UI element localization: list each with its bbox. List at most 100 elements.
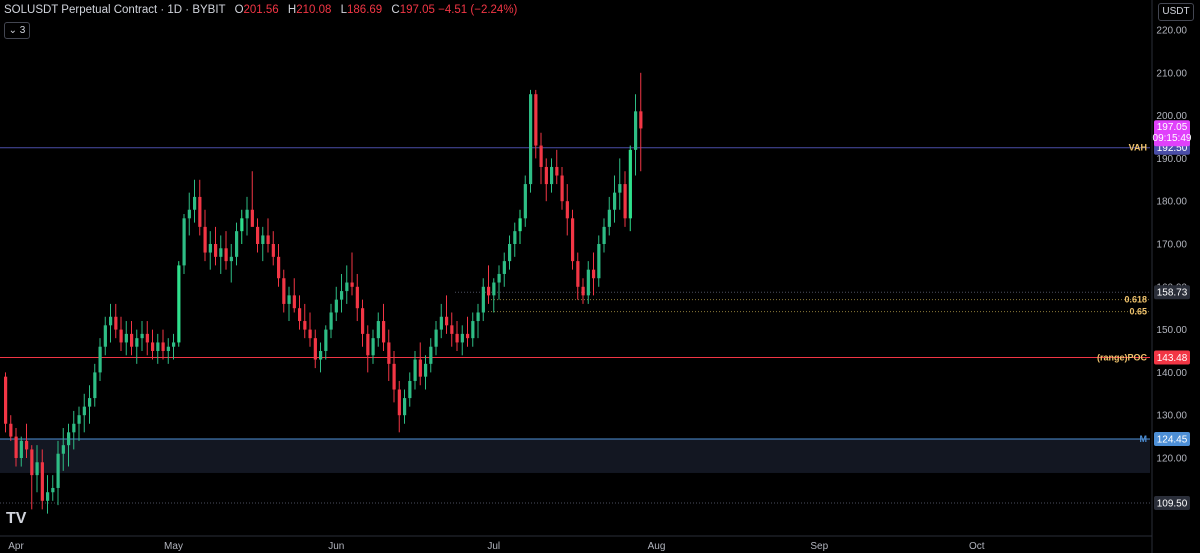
candle-body — [282, 278, 286, 304]
candle-body — [135, 338, 139, 347]
candle-body — [40, 462, 44, 501]
x-tick-label: Aug — [648, 541, 666, 552]
high-value: 210.08 — [296, 4, 332, 16]
candle-body — [277, 256, 281, 279]
candle-body — [208, 244, 212, 253]
x-tick-label: Jul — [487, 541, 500, 552]
candle-body — [14, 436, 18, 458]
currency-button[interactable]: USDT — [1158, 3, 1194, 21]
candle-body — [35, 462, 39, 476]
candle-body — [109, 316, 113, 326]
x-tick-label: Jun — [328, 541, 344, 552]
candle-body — [613, 192, 617, 210]
candle-body — [261, 235, 265, 244]
y-tick-label: 220.00 — [1156, 26, 1187, 37]
candle-body — [513, 231, 517, 244]
candle-body — [534, 94, 538, 146]
candle-body — [324, 329, 328, 351]
candle-body — [492, 282, 496, 296]
candle-body — [114, 316, 118, 330]
candle-body — [4, 376, 8, 424]
candle-body — [586, 269, 590, 296]
candle-body — [151, 342, 155, 351]
candle-body — [88, 398, 92, 407]
candle-body — [403, 398, 407, 416]
candle-body — [256, 226, 260, 244]
y-tick-label: 140.00 — [1156, 368, 1187, 379]
candle-body — [471, 321, 475, 339]
candle-body — [618, 184, 622, 193]
candle-body — [130, 333, 134, 347]
level-badge-value: 192.50 — [1157, 143, 1188, 154]
candle-body — [481, 286, 485, 313]
candle-body — [445, 316, 449, 326]
candle-body — [450, 325, 454, 334]
level-badge-bg — [1154, 350, 1190, 365]
level-badge-value: 109.50 — [1157, 498, 1188, 509]
level-badge-value: 143.48 — [1157, 353, 1188, 364]
candle-body — [298, 308, 302, 322]
candle-body — [476, 312, 480, 322]
level-price-badge: 124.45 — [1154, 431, 1190, 446]
candle-body — [429, 346, 433, 364]
level-label: (range)POC — [1097, 353, 1148, 363]
candle-body — [119, 329, 123, 343]
level-badge-bg — [1154, 431, 1190, 446]
candle-body — [439, 316, 443, 330]
candle-body — [639, 111, 643, 129]
candle-body — [560, 175, 564, 202]
candle-body — [145, 333, 149, 343]
candle-body — [287, 295, 291, 304]
low-label: L — [340, 4, 348, 16]
candle-body — [30, 449, 34, 476]
candle-body — [434, 329, 438, 347]
indicator-count: 3 — [19, 25, 26, 36]
candle-body — [397, 389, 401, 416]
candle-body — [140, 333, 144, 339]
y-tick-label: 150.00 — [1156, 325, 1187, 336]
candle-body — [460, 333, 464, 343]
candle-body — [77, 415, 81, 424]
candle-body — [271, 244, 275, 257]
x-tick-label: Oct — [969, 541, 985, 552]
candle-body — [544, 166, 548, 185]
last-price-countdown: 09:15:49 — [1153, 133, 1192, 144]
candle-body — [25, 440, 29, 450]
open-label: O — [234, 4, 244, 16]
candle-body — [597, 244, 601, 279]
chevron-down-icon: ⌄ — [8, 25, 18, 36]
candle-body — [350, 282, 354, 287]
candle-body — [382, 321, 386, 343]
candle-body — [187, 209, 191, 219]
candle-body — [19, 440, 23, 458]
candle-body — [518, 218, 522, 232]
candle-body — [592, 269, 596, 279]
candle-body — [224, 248, 228, 262]
candle-body — [9, 423, 13, 437]
candle-body — [366, 333, 370, 356]
symbol-title[interactable]: SOLUSDT Perpetual Contract · 1D · BYBIT — [4, 4, 226, 16]
candle-body — [193, 196, 197, 210]
last-price-value: 197.05 — [1157, 122, 1188, 133]
x-tick-label: May — [164, 541, 183, 552]
candle-body — [319, 351, 323, 360]
candle-body — [245, 209, 249, 219]
candle-body — [355, 286, 359, 309]
candle-body — [408, 380, 412, 399]
y-tick-label: 210.00 — [1156, 68, 1187, 79]
indicators-collapse-button[interactable]: ⌄ 3 — [4, 22, 30, 39]
candle-body — [103, 325, 107, 347]
level-badge-bg — [1154, 285, 1190, 300]
range-zone — [0, 438, 1150, 473]
candle-body — [334, 299, 338, 313]
candle-body — [67, 432, 71, 446]
high-label: H — [287, 4, 297, 16]
candle-body — [376, 321, 380, 339]
candle-body — [576, 261, 580, 287]
candle-body — [203, 226, 207, 253]
level-badge-bg — [1154, 495, 1190, 510]
candle-body — [418, 359, 422, 377]
candle-body — [345, 282, 349, 292]
candle-body — [56, 453, 60, 488]
